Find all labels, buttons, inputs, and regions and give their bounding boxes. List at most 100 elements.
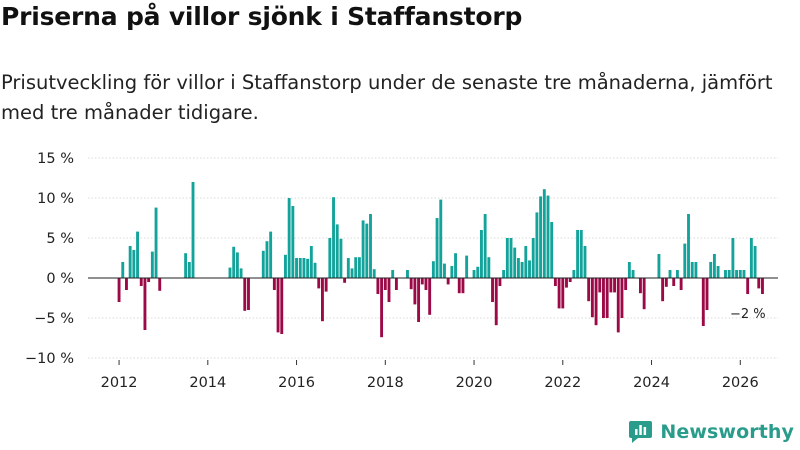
bar bbox=[454, 253, 457, 278]
bar bbox=[480, 230, 483, 278]
bar bbox=[472, 270, 476, 278]
bar bbox=[228, 267, 232, 278]
bar bbox=[572, 270, 576, 278]
bar bbox=[590, 278, 594, 318]
bar bbox=[446, 278, 450, 285]
bar bbox=[509, 238, 513, 278]
bar bbox=[280, 278, 284, 334]
bar bbox=[136, 231, 139, 278]
bar bbox=[239, 268, 243, 278]
x-tick-label: 2018 bbox=[367, 375, 404, 391]
bar bbox=[443, 263, 446, 278]
bar bbox=[616, 278, 620, 333]
bar bbox=[435, 218, 439, 278]
x-tick-label: 2016 bbox=[278, 375, 315, 391]
bar bbox=[598, 278, 602, 293]
bar bbox=[757, 278, 761, 289]
bar bbox=[439, 199, 443, 278]
bar bbox=[235, 252, 239, 278]
bar bbox=[284, 254, 287, 278]
bar bbox=[117, 278, 121, 302]
bar bbox=[657, 254, 661, 278]
bar bbox=[158, 278, 162, 291]
x-tick-label: 2020 bbox=[456, 375, 493, 391]
bar bbox=[553, 278, 557, 286]
bar bbox=[420, 278, 424, 285]
bar bbox=[524, 246, 528, 278]
last-value-annotation: −2 % bbox=[730, 307, 766, 322]
bar bbox=[317, 278, 321, 289]
bar bbox=[380, 278, 384, 338]
bar bbox=[576, 230, 580, 278]
bar bbox=[361, 220, 365, 278]
bar bbox=[516, 258, 520, 278]
bar bbox=[147, 278, 151, 282]
bar bbox=[672, 278, 676, 286]
brand-name: Newsworthy bbox=[660, 420, 794, 443]
bar bbox=[428, 278, 432, 315]
bar bbox=[609, 278, 613, 293]
bar bbox=[369, 214, 372, 278]
bar bbox=[550, 222, 554, 278]
bars bbox=[117, 182, 764, 338]
bar bbox=[487, 257, 491, 278]
x-tick-label: 2026 bbox=[722, 375, 759, 391]
bar bbox=[409, 278, 413, 290]
bar bbox=[579, 230, 583, 278]
bar bbox=[328, 238, 332, 278]
bar bbox=[339, 238, 343, 278]
bar bbox=[128, 246, 132, 278]
bar bbox=[502, 270, 506, 278]
bar bbox=[413, 278, 417, 305]
bar bbox=[753, 246, 757, 278]
bar bbox=[675, 270, 679, 278]
bar bbox=[291, 206, 295, 278]
bar bbox=[749, 238, 753, 278]
bar bbox=[465, 255, 469, 278]
bar bbox=[546, 195, 550, 278]
newsworthy-logo-icon bbox=[629, 421, 653, 443]
bar bbox=[679, 278, 683, 290]
bar bbox=[139, 278, 143, 286]
bar bbox=[346, 258, 350, 278]
bar bbox=[391, 270, 395, 278]
bar bbox=[491, 278, 494, 302]
bar bbox=[132, 250, 136, 278]
bar bbox=[594, 278, 598, 326]
bar bbox=[243, 278, 247, 311]
chart-subtitle: Prisutveckling för villor i Staffanstorp… bbox=[1, 71, 773, 124]
bar bbox=[687, 214, 690, 278]
bar bbox=[150, 251, 154, 278]
bar bbox=[731, 238, 735, 278]
bar bbox=[321, 278, 324, 322]
bar bbox=[232, 246, 236, 278]
bar bbox=[620, 278, 624, 318]
bar bbox=[302, 258, 306, 278]
bar bbox=[542, 189, 546, 278]
bar bbox=[383, 278, 387, 290]
bar bbox=[343, 278, 347, 283]
bar bbox=[272, 278, 276, 290]
bar bbox=[694, 262, 698, 278]
bar bbox=[624, 278, 628, 290]
bar bbox=[602, 278, 605, 318]
chart-title: Priserna på villor sjönk i Staffanstorp bbox=[1, 2, 523, 31]
bar bbox=[354, 257, 358, 278]
bar bbox=[261, 250, 265, 278]
y-axis-tick-labels: −10 % −5 % 0 % 5 % 10 % 15 % bbox=[25, 151, 74, 367]
bar bbox=[561, 278, 565, 309]
bar bbox=[668, 270, 672, 278]
bar bbox=[716, 266, 720, 278]
bar bbox=[761, 278, 764, 294]
bar bbox=[520, 262, 524, 278]
x-axis-tick-labels: 2012 2014 2016 2018 2020 2022 2024 2026 bbox=[101, 360, 759, 391]
bar bbox=[309, 246, 313, 278]
bar bbox=[505, 238, 509, 278]
bar bbox=[709, 262, 713, 278]
bar bbox=[121, 262, 125, 278]
bar bbox=[539, 196, 543, 278]
bar bbox=[705, 278, 709, 310]
bar bbox=[184, 253, 188, 278]
bar bbox=[476, 266, 480, 278]
bar bbox=[450, 266, 454, 278]
